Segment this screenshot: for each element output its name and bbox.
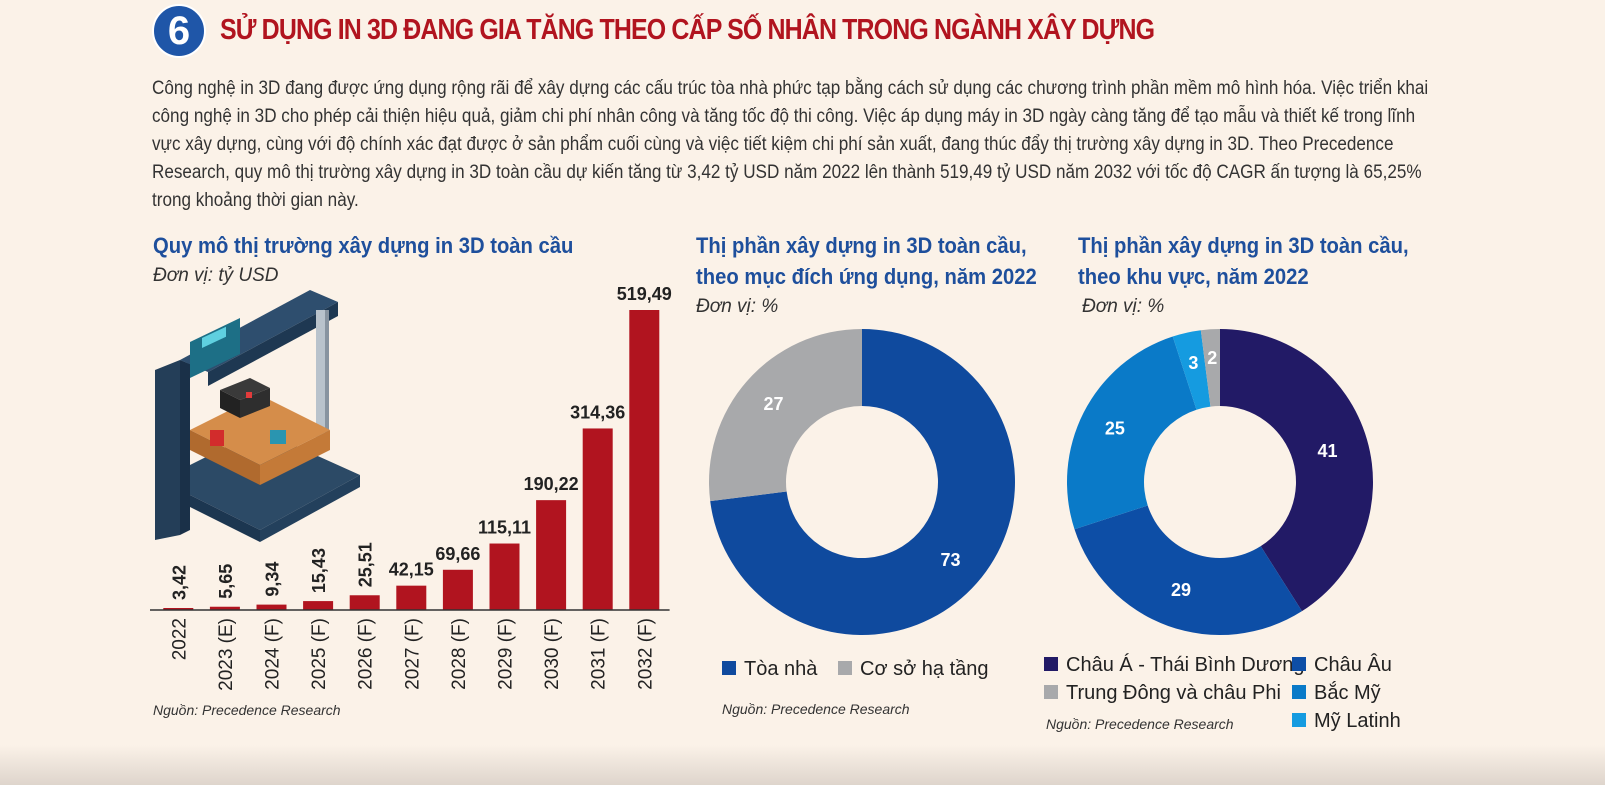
region-donut-chart: 41 29 25 3 2 (1067, 329, 1373, 635)
donut-slice (1074, 505, 1302, 635)
bar (209, 606, 240, 610)
legend-swatch (1044, 656, 1058, 671)
application-chart-title-line1: Thị phần xây dựng in 3D toàn cầu, (696, 233, 1027, 258)
legend-label: Bắc Mỹ (1314, 682, 1381, 704)
legend-item-co-so-ha-tang: Cơ sở hạ tầng (838, 658, 989, 681)
application-chart-unit: Đơn vị: % (696, 296, 779, 317)
application-legend: Tòa nhà Cơ sở hạ tầng (722, 658, 1022, 688)
region-legend: Châu Á - Thái Bình Dương Châu Âu Trung Đ… (1044, 654, 1444, 738)
category-label: 2026 (F) (356, 618, 377, 690)
bar-chart-title: Quy mô thị trường xây dựng in 3D toàn cầ… (153, 233, 574, 258)
application-chart-title: Thị phần xây dựng in 3D toàn cầu, theo m… (696, 230, 1037, 292)
category-label: 2025 (F) (309, 618, 330, 690)
bar (489, 543, 520, 610)
slice-value-label: 3 (1188, 353, 1198, 373)
region-chart-title-line2: theo khu vực, năm 2022 (1078, 264, 1309, 289)
donut-slice (1200, 329, 1220, 407)
donut-slice (1172, 330, 1211, 410)
slice-value-label: 25 (1105, 418, 1125, 438)
bar-value-label: 42,15 (389, 560, 434, 580)
bar (536, 500, 567, 610)
bottom-shade (0, 745, 1605, 785)
legend-swatch (1292, 684, 1306, 699)
bar (582, 428, 613, 610)
region-chart-title: Thị phần xây dựng in 3D toàn cầu, theo k… (1078, 230, 1409, 292)
category-label: 2024 (F) (263, 618, 284, 690)
bar (163, 608, 194, 610)
bar-chart-unit: Đơn vị: tỷ USD (153, 265, 279, 286)
slice-value-label: 2 (1207, 348, 1217, 368)
bar (629, 310, 660, 610)
bar-value-label: 519,49 (617, 284, 672, 304)
legend-item-my-latinh: Mỹ Latinh (1292, 710, 1401, 733)
bar (442, 569, 473, 610)
intro-paragraph: Công nghệ in 3D đang được ứng dụng rộng … (152, 78, 1429, 211)
legend-label: Châu Á - Thái Bình Dương (1066, 654, 1305, 676)
legend-item-chau-a-thai-binh-duong: Châu Á - Thái Bình Dương (1044, 654, 1304, 677)
donut-slice (709, 329, 862, 502)
bar (256, 604, 287, 610)
3d-printer-illustration (155, 290, 360, 542)
legend-label: Tòa nhà (744, 658, 818, 680)
region-chart-unit: Đơn vị: % (1082, 296, 1165, 317)
slice-value-label: 41 (1318, 441, 1338, 461)
bar-chart: 3,42 2022 5,65 2023 (E) 9,34 2024 (F) 15,43 202… (150, 284, 672, 691)
bar-value-label: 5,65 (216, 564, 236, 599)
bar-value-label: 115,11 (478, 518, 531, 538)
bar-value-label: 190,22 (524, 474, 579, 494)
legend-item-bac-my: Bắc Mỹ (1292, 682, 1381, 705)
region-chart-source: Nguồn: Precedence Research (1046, 716, 1234, 732)
slice-value-label: 27 (763, 394, 783, 414)
legend-swatch (1044, 684, 1058, 699)
donut-slice (1067, 336, 1197, 530)
bar (303, 601, 334, 610)
legend-label: Trung Đông và châu Phi (1066, 682, 1281, 704)
category-label: 2027 (F) (402, 618, 423, 690)
category-label: 2023 (E) (216, 618, 237, 691)
bar-value-label: 314,36 (570, 402, 625, 422)
legend-item-toa-nha: Tòa nhà (722, 658, 817, 681)
page-title: SỬ DỤNG IN 3D ĐANG GIA TĂNG THEO CẤP SỐ … (220, 14, 1155, 46)
category-label: 2032 (F) (635, 618, 656, 690)
legend-label: Châu Âu (1314, 654, 1392, 676)
category-label: 2029 (F) (496, 618, 517, 690)
application-chart-title-line2: theo mục đích ứng dụng, năm 2022 (696, 264, 1037, 289)
legend-swatch (1292, 712, 1306, 727)
legend-swatch (1292, 656, 1306, 671)
legend-swatch (722, 660, 736, 675)
application-donut-chart: 73 27 (709, 329, 1015, 635)
application-chart-source: Nguồn: Precedence Research (722, 701, 910, 717)
bar-value-label: 15,43 (309, 548, 329, 593)
section-number-badge: 6 (152, 4, 206, 58)
legend-label: Mỹ Latinh (1314, 710, 1401, 732)
bar (349, 595, 380, 610)
bar-value-label: 3,42 (169, 565, 189, 600)
category-label: 2031 (F) (589, 618, 610, 690)
bar (396, 585, 427, 610)
legend-item-chau-au: Châu Âu (1292, 654, 1392, 677)
legend-swatch (838, 660, 852, 675)
bar-chart-source: Nguồn: Precedence Research (153, 702, 341, 718)
legend-item-trung-dong-va-chau-phi: Trung Đông và châu Phi (1044, 682, 1281, 705)
legend-label: Cơ sở hạ tầng (860, 658, 989, 680)
category-label: 2022 (169, 618, 190, 660)
bar-value-label: 9,34 (263, 562, 283, 597)
bar-value-label: 25,51 (356, 542, 376, 587)
category-label: 2028 (F) (449, 618, 470, 690)
donut-slice (710, 329, 1015, 635)
category-label: 2030 (F) (542, 618, 563, 690)
slice-value-label: 29 (1171, 580, 1191, 600)
donut-slice (1220, 329, 1373, 612)
region-chart-title-line1: Thị phần xây dựng in 3D toàn cầu, (1078, 233, 1409, 258)
bar-value-label: 69,66 (435, 544, 480, 564)
slice-value-label: 73 (940, 550, 960, 570)
